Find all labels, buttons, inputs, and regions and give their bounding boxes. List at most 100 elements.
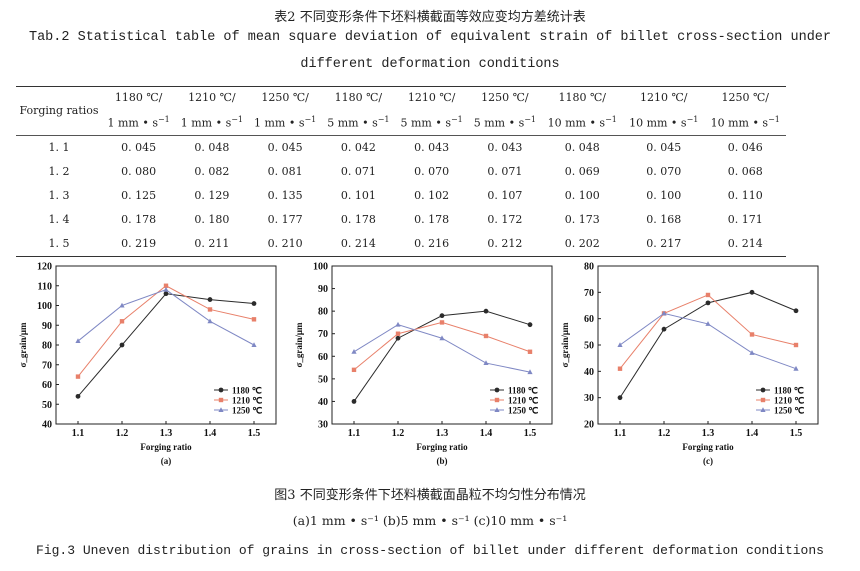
table-cell: 0. 180	[194, 213, 230, 227]
table-cell: 0. 202	[541, 231, 623, 257]
y-tick-label: 50	[584, 341, 594, 352]
table-cell: 0. 045	[121, 141, 157, 155]
table-cell: 0. 046	[727, 141, 763, 155]
table-cell: 0. 211	[175, 231, 249, 257]
y-tick-label: 120	[37, 262, 52, 273]
x-tick-label: 1.2	[392, 428, 405, 439]
data-point	[218, 397, 224, 403]
y-tick-label: 60	[584, 314, 594, 325]
legend-label: 1210 ℃	[508, 396, 538, 406]
data-point	[251, 342, 257, 347]
data-point	[119, 319, 125, 324]
data-point	[749, 332, 755, 337]
data-point	[439, 335, 445, 341]
table-cell: 0. 217	[622, 231, 705, 257]
data-point	[251, 317, 257, 322]
y-axis-label: σ_grain/μm	[294, 322, 304, 367]
data-point	[760, 407, 766, 412]
data-point	[494, 387, 500, 393]
table-cell: 0. 071	[340, 165, 376, 179]
figure-caption-cn: 图3 不同变形条件下坯料横截面晶粒不均匀性分布情况	[274, 488, 586, 503]
chart-panel-b: 30 40 50 60 70 80 90 100 1.1 1.2 1.3 1.4 1.5 Forging …	[294, 262, 553, 466]
data-point	[527, 349, 533, 354]
x-tick-label: 1.4	[204, 428, 217, 439]
legend-label: 1180 ℃	[232, 386, 262, 396]
data-point	[75, 374, 81, 379]
y-tick-label: 30	[318, 420, 328, 431]
data-point	[617, 395, 623, 401]
data-point	[705, 321, 711, 326]
data-point	[351, 367, 357, 373]
x-axis-label: Forging ratio	[416, 442, 468, 452]
x-tick-label: 1.5	[790, 428, 803, 439]
chart-panel-a: 40 50 60 70 80 90 100 110 120 1.1 1.2 1.3 1.4 1.5 Forg…	[18, 262, 277, 466]
table-cell: 0. 168	[646, 213, 682, 227]
data-point	[494, 397, 500, 403]
data-point	[207, 307, 213, 312]
data-point	[351, 399, 357, 404]
col-header-temp: 1210 ℃/	[395, 86, 469, 109]
figure-caption-en: Fig.3 Uneven distribution of grains in c…	[36, 543, 824, 558]
data-point	[75, 393, 81, 399]
data-point	[395, 331, 401, 336]
data-point	[75, 338, 81, 344]
x-tick-label: 1.1	[614, 428, 627, 439]
table-cell: 0. 178	[414, 213, 450, 227]
figure-subcaption: (a)1 mm • s⁻¹ (b)5 mm • s⁻¹ (c)10 mm • s…	[292, 513, 568, 528]
table-title-en-line2: different deformation conditions	[300, 57, 560, 72]
data-point	[705, 292, 711, 298]
table-cell: 0. 178	[121, 213, 157, 227]
chart-panel-c: 20 30 40 50 60 70 80 1.1 1.2 1.3 1.4 1.5 Forging rat…	[560, 262, 819, 466]
table-cell: 0. 177	[267, 213, 303, 227]
panel-label: (c)	[703, 456, 713, 466]
col-header-temp: 1250 ℃/	[248, 86, 322, 109]
table-cell: 0. 107	[487, 189, 523, 203]
y-tick-label: 80	[318, 307, 328, 318]
series-line	[353, 310, 531, 402]
data-point	[395, 335, 401, 341]
x-tick-label: 1.2	[116, 428, 129, 439]
y-tick-label: 40	[318, 397, 328, 408]
y-tick-label: 90	[42, 321, 52, 332]
col-header-rate: 1 mm • s−1	[175, 109, 249, 136]
y-tick-label: 70	[318, 329, 328, 340]
data-point	[163, 283, 169, 288]
legend-label: 1180 ℃	[508, 386, 538, 396]
x-tick-label: 1.4	[480, 428, 493, 439]
y-tick-label: 70	[42, 360, 52, 371]
y-tick-label: 50	[42, 400, 52, 411]
x-tick-label: 1.4	[746, 428, 759, 439]
strain-deviation-table: Forging ratios 1180 ℃/ 1210 ℃/ 1250 ℃/ 1…	[16, 86, 786, 257]
col-header-temp: 1250 ℃/	[704, 86, 786, 109]
table-row: 1. 1 0. 045 0. 048 0. 045 0. 042 0. 043 …	[16, 135, 786, 160]
table-cell: 0. 081	[267, 165, 303, 179]
table-cell: 0. 070	[646, 165, 682, 179]
legend-label: 1250 ℃	[232, 406, 262, 416]
table-cell: 1. 1	[48, 141, 70, 155]
col-header-rate: 5 mm • s−1	[468, 109, 542, 136]
col-header-temp: 1180 ℃/	[102, 86, 176, 109]
data-point	[351, 348, 357, 354]
y-tick-label: 60	[42, 380, 52, 391]
table-cell: 0. 214	[321, 231, 395, 257]
row-header: Forging ratios	[16, 86, 102, 136]
series-line	[619, 294, 797, 370]
table-cell: 0. 135	[267, 189, 303, 203]
col-header-rate: 1 mm • s−1	[248, 109, 322, 136]
y-tick-label: 80	[584, 262, 594, 273]
data-point	[705, 300, 711, 306]
data-point	[207, 297, 213, 302]
table-cell: 1. 3	[48, 189, 70, 203]
table-cell: 0. 069	[564, 165, 600, 179]
table-cell: 0. 043	[487, 141, 523, 155]
y-tick-label: 40	[42, 420, 52, 431]
y-axis-label: σ_grain/μm	[18, 322, 28, 367]
table-cell: 0. 125	[121, 189, 157, 203]
table-cell: 0. 071	[487, 165, 523, 179]
x-tick-label: 1.2	[658, 428, 671, 439]
data-point	[749, 289, 755, 295]
legend-label: 1210 ℃	[232, 396, 262, 406]
col-header-rate: 10 mm • s−1	[541, 109, 623, 136]
table-header-row: 1 mm • s−1 1 mm • s−1 1 mm • s−1 5 mm • …	[16, 109, 786, 136]
y-tick-label: 100	[313, 262, 328, 273]
